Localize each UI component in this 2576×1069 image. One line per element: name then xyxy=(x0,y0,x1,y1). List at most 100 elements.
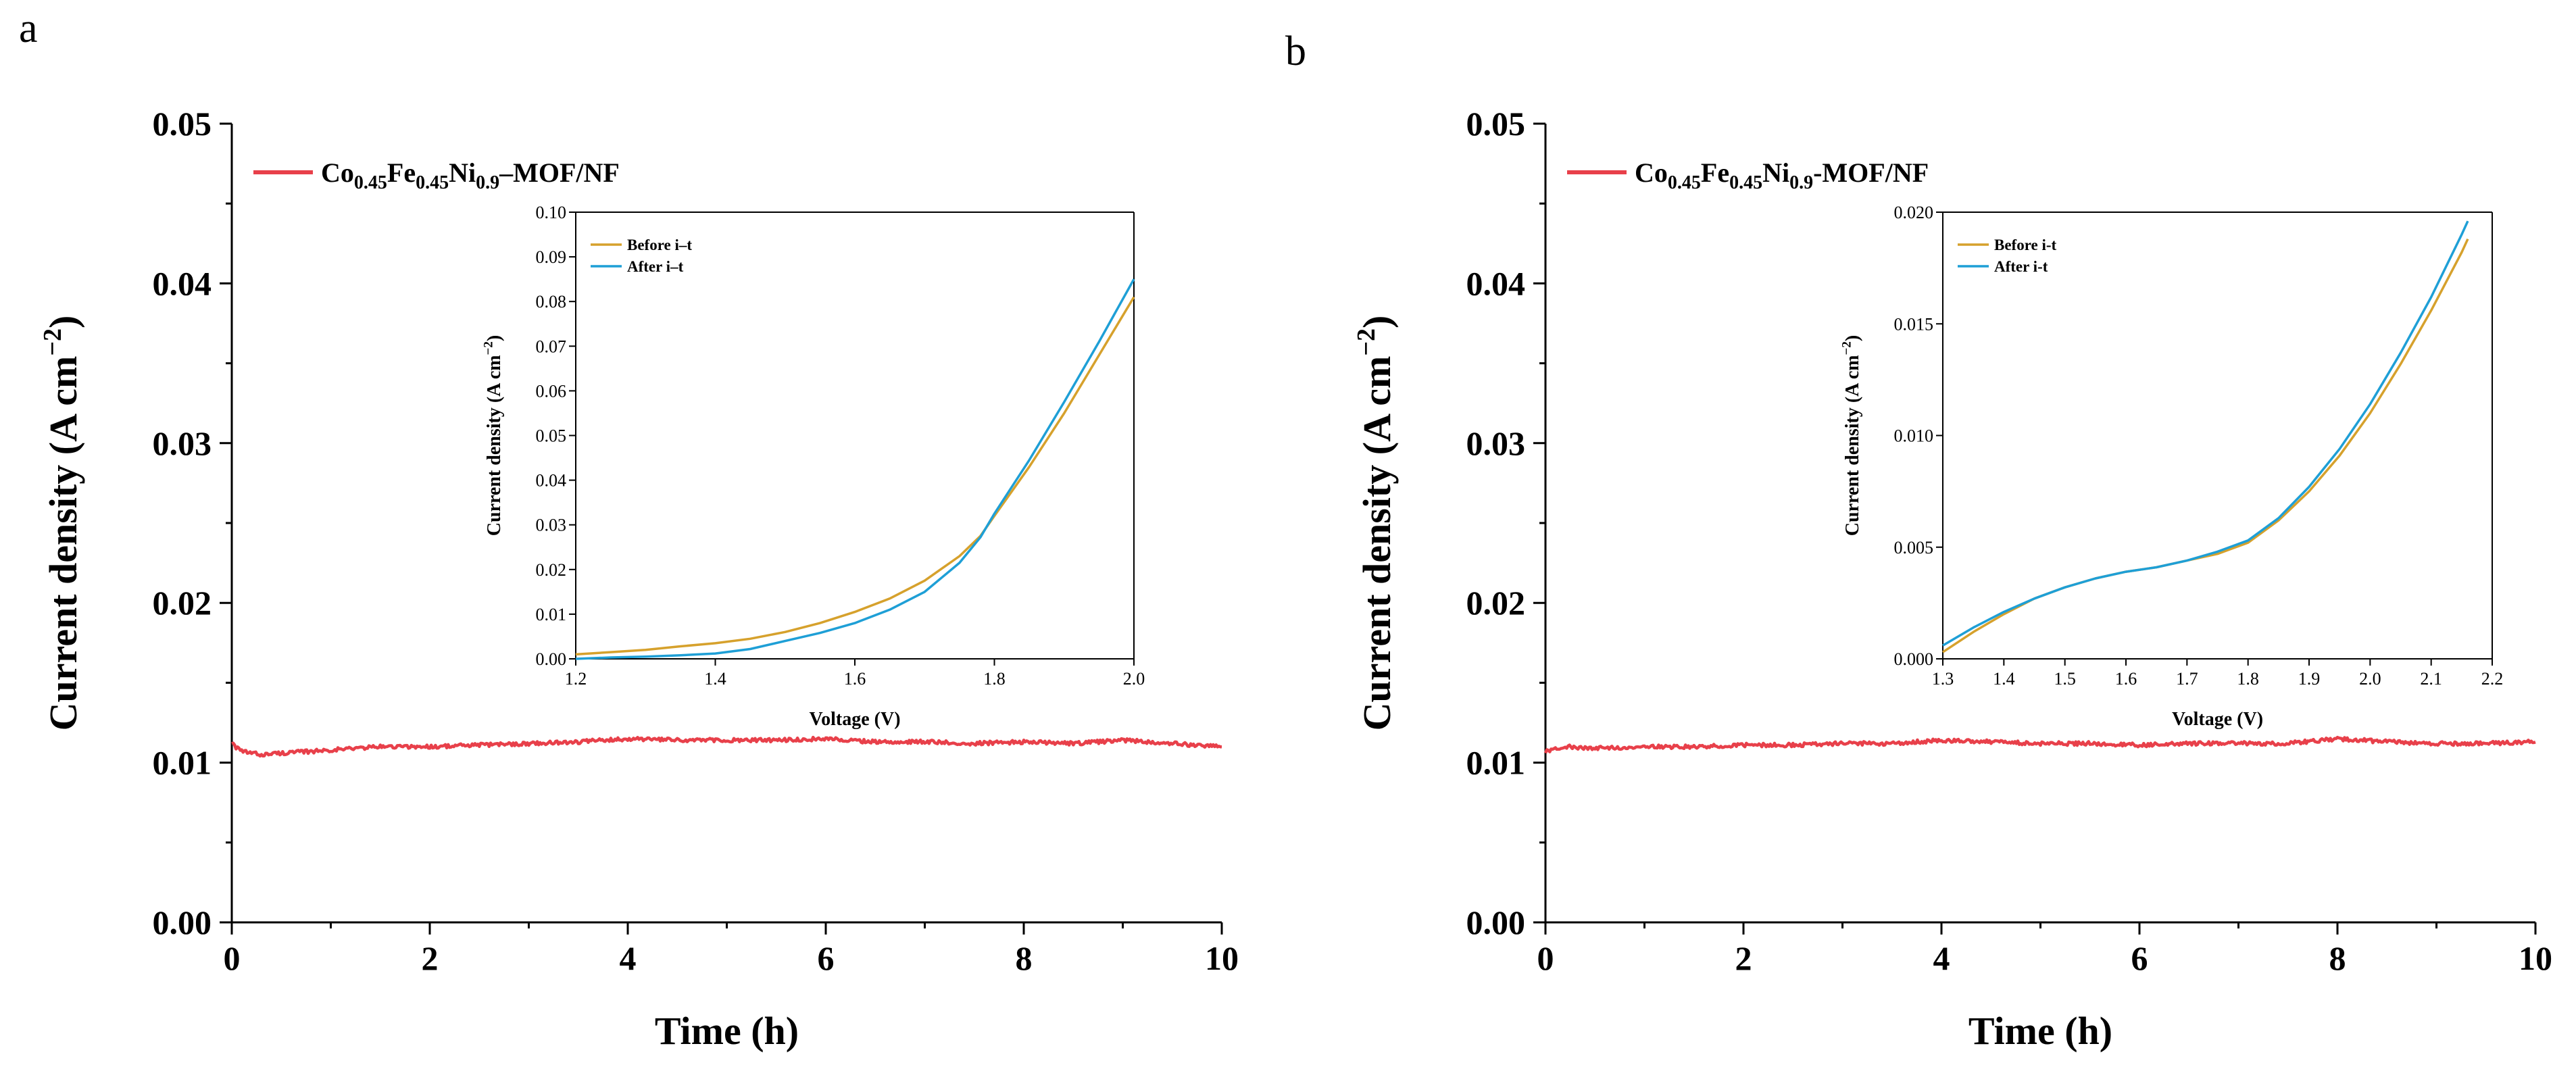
main-y-tick-label: 0.04 xyxy=(1466,264,1526,302)
inset-x-tick-label: 2.0 xyxy=(1123,669,1145,689)
legend-text: Fe xyxy=(1701,157,1729,188)
main-y-tick-label: 0.04 xyxy=(153,264,212,302)
inset-x-tick-label: 1.2 xyxy=(565,669,587,689)
panel-letter: b xyxy=(1285,28,1306,74)
inset-y-tick-label: 0.010 xyxy=(1894,426,1934,446)
inset-x-tick-label: 1.7 xyxy=(2176,669,2198,689)
inset-legend-label: Before i-t xyxy=(1994,237,2057,253)
main-y-axis-title: Current density (A cm−2) xyxy=(1352,316,1399,731)
inset-x-tick-label: 1.4 xyxy=(704,669,726,689)
main-y-axis-title-main: Current density (A cm xyxy=(41,356,85,731)
legend-subscript: 0.9 xyxy=(476,172,499,193)
inset-y-tick-label: 0.09 xyxy=(536,247,567,267)
main-x-tick-label: 2 xyxy=(1735,939,1752,977)
main-y-tick-label: 0.05 xyxy=(153,105,212,143)
inset-x-tick-label: 2.0 xyxy=(2359,669,2381,689)
inset-y-tick-label: 0.04 xyxy=(536,471,567,491)
main-y-axis-title-close: ) xyxy=(41,316,85,328)
main-x-tick-label: 4 xyxy=(620,939,637,977)
inset-legend-label: After i–t xyxy=(627,258,684,275)
series-line-before xyxy=(1942,238,2469,653)
main-x-axis-title: Time (h) xyxy=(655,1009,799,1053)
main-y-axis-title-main: Current density (A cm xyxy=(1355,356,1399,731)
main-y-tick-label: 0.02 xyxy=(153,584,212,622)
legend-label: Co0.45Fe0.45Ni0.9–MOF/NF xyxy=(321,157,620,193)
inset-chart: 1.2 1.4 1.6 1.8 2.0 0.00 0.01 0.02 0.03 0.04 0.05 0… xyxy=(482,203,1145,730)
main-x-axis-title: Time (h) xyxy=(1968,1009,2112,1053)
inset-x-axis-title: Voltage (V) xyxy=(809,709,900,730)
series-line-after xyxy=(575,278,1135,660)
inset-y-axis-title-main: Current density (A cm xyxy=(484,355,505,536)
inset-y-tick-label: 0.000 xyxy=(1894,649,1934,669)
series-line-stability xyxy=(231,735,1222,758)
inset-y-axis-title-close: ) xyxy=(1842,335,1863,341)
panel-a: a 0 2 4 6 8 10 0.00 0.01 0.02 0.03 0.04 0.05 Time (h)… xyxy=(19,5,1239,1053)
inset-y-tick-label: 0.08 xyxy=(536,292,567,312)
main-y-tick-label: 0.03 xyxy=(1466,424,1526,462)
inset-y-tick-label: 0.015 xyxy=(1894,314,1934,334)
main-y-axis-title: Current density (A cm−2) xyxy=(39,316,85,731)
inset-legend-label: After i-t xyxy=(1994,258,2048,275)
inset-y-axis-title: Current density (A cm−2) xyxy=(1840,335,1863,536)
inset-y-axis-title-sup: −2 xyxy=(1840,341,1854,355)
legend-text: -MOF/NF xyxy=(1813,157,1929,188)
main-y-axis-title-sup: −2 xyxy=(1352,328,1381,356)
main-x-tick-label: 6 xyxy=(818,939,835,977)
inset-y-tick-label: 0.10 xyxy=(536,203,567,222)
inset-y-tick-label: 0.01 xyxy=(536,605,567,624)
legend-text: Co xyxy=(321,157,354,188)
inset-y-tick-label: 0.06 xyxy=(536,381,567,401)
legend-text: Fe xyxy=(387,157,416,188)
inset-y-tick-label: 0.00 xyxy=(536,649,567,669)
inset-x-tick-label: 2.1 xyxy=(2420,669,2442,689)
inset-y-axis-title-main: Current density (A cm xyxy=(1842,355,1863,536)
main-x-tick-label: 8 xyxy=(1016,939,1033,977)
inset-y-axis-title-sup: −2 xyxy=(482,341,496,355)
inset-x-axis-title: Voltage (V) xyxy=(2172,709,2263,730)
inset-x-tick-label: 2.2 xyxy=(2481,669,2504,689)
inset-chart: 1.3 1.4 1.5 1.6 1.7 1.8 1.9 2.0 2.1 2.2 0.000 0.005… xyxy=(1840,203,2504,730)
inset-y-tick-label: 0.05 xyxy=(536,426,567,446)
legend-text: –MOF/NF xyxy=(499,157,620,188)
main-y-tick-label: 0.00 xyxy=(1466,903,1526,941)
inset-y-tick-label: 0.07 xyxy=(536,337,567,356)
main-x-tick-label: 10 xyxy=(2519,939,2552,977)
main-x-tick-label: 6 xyxy=(2131,939,2148,977)
legend-label: Co0.45Fe0.45Ni0.9-MOF/NF xyxy=(1635,157,1929,193)
main-y-tick-label: 0.02 xyxy=(1466,584,1526,622)
inset-y-tick-label: 0.020 xyxy=(1894,203,1934,222)
legend-subscript: 0.45 xyxy=(1729,172,1762,193)
inset-x-tick-label: 1.8 xyxy=(983,669,1006,689)
inset-x-tick-label: 1.3 xyxy=(1932,669,1954,689)
main-y-axis-title-sup: −2 xyxy=(39,328,67,356)
main-x-tick-label: 0 xyxy=(224,939,241,977)
legend-subscript: 0.45 xyxy=(1668,172,1701,193)
main-x-tick-label: 0 xyxy=(1537,939,1554,977)
series-line-stability xyxy=(1543,735,2536,754)
inset-x-tick-label: 1.5 xyxy=(2054,669,2076,689)
inset-x-tick-label: 1.6 xyxy=(2115,669,2137,689)
inset-y-tick-label: 0.03 xyxy=(536,516,567,535)
main-y-tick-label: 0.03 xyxy=(153,424,212,462)
legend-subscript: 0.9 xyxy=(1789,172,1813,193)
series-line-before xyxy=(575,296,1135,656)
legend-text: Ni xyxy=(449,157,476,188)
main-y-tick-label: 0.01 xyxy=(153,744,212,782)
series-line-after xyxy=(1942,220,2469,647)
panel-letter: a xyxy=(19,5,38,51)
main-y-axis-title-close: ) xyxy=(1355,316,1399,328)
main-x-tick-label: 4 xyxy=(1933,939,1950,977)
inset-y-tick-label: 0.02 xyxy=(536,560,567,580)
legend-subscript: 0.45 xyxy=(416,172,449,193)
main-y-tick-label: 0.01 xyxy=(1466,744,1526,782)
inset-x-tick-label: 1.6 xyxy=(844,669,866,689)
inset-y-axis-title-close: ) xyxy=(484,335,505,341)
inset-legend-label: Before i–t xyxy=(627,237,692,253)
panel-b: b 0 2 4 6 8 10 0.00 0.01 0.02 0.03 0.04 0.05 Time (h)… xyxy=(1285,28,2552,1053)
main-y-tick-label: 0.00 xyxy=(153,903,212,941)
inset-y-tick-label: 0.005 xyxy=(1894,538,1934,557)
main-x-tick-label: 8 xyxy=(2329,939,2346,977)
legend-text: Co xyxy=(1635,157,1668,188)
inset-x-tick-label: 1.9 xyxy=(2298,669,2321,689)
